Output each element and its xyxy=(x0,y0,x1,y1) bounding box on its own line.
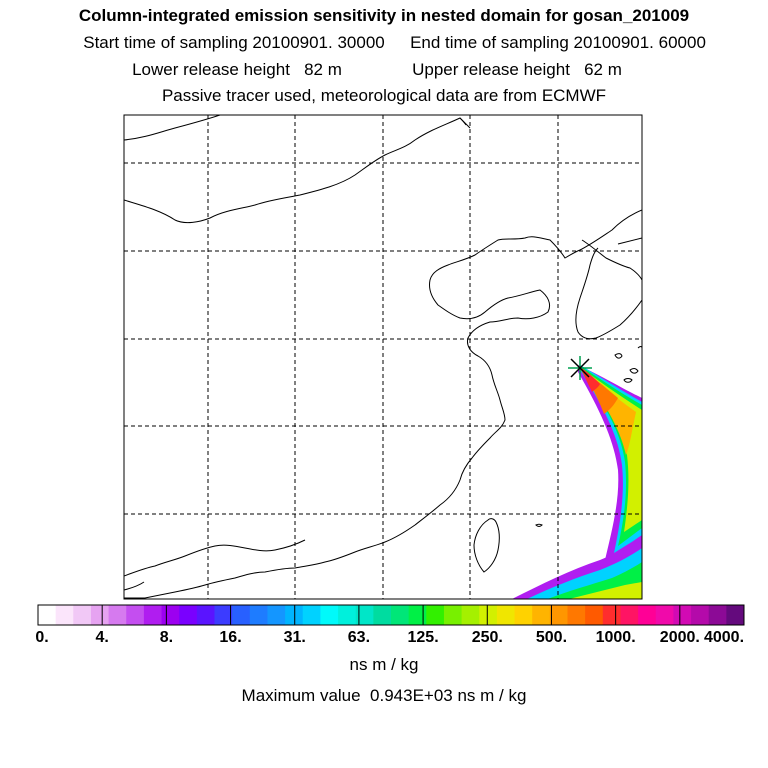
colorbar-swatch xyxy=(320,605,339,625)
colorbar-swatch xyxy=(90,605,110,625)
colorbar-swatch xyxy=(55,605,74,625)
colorbar-swatch xyxy=(126,605,145,625)
colorbar-swatch xyxy=(708,605,727,625)
lower-release-label: Lower release height 82 m xyxy=(132,60,342,79)
colorbar-swatch xyxy=(143,605,163,625)
colorbar-swatch xyxy=(338,605,357,625)
colorbar-tick-label: 1000. xyxy=(595,629,636,646)
colorbar-swatch xyxy=(38,605,57,625)
colorbar-swatch xyxy=(108,605,127,625)
colorbar-tick-label: 16. xyxy=(219,629,242,646)
colorbar-swatch xyxy=(214,605,233,625)
colorbar-swatch xyxy=(567,605,586,625)
colorbar-swatch xyxy=(461,605,480,625)
colorbar-swatch xyxy=(267,605,286,625)
colorbar-swatch xyxy=(532,605,551,625)
plot-title: Column-integrated emission sensitivity i… xyxy=(78,6,690,25)
colorbar-swatch xyxy=(514,605,533,625)
colorbar-tick-label: 4. xyxy=(95,629,109,646)
colorbar-tick-label: 500. xyxy=(535,629,568,646)
colorbar-swatch xyxy=(249,605,268,625)
colorbar-swatch xyxy=(602,605,621,625)
colorbar-tick-label: 4000. xyxy=(703,629,745,646)
end-time-label: End time of sampling 20100901. 60000 xyxy=(410,33,706,52)
colorbar-tick-label: 8. xyxy=(159,629,174,646)
colorbar-swatch xyxy=(549,605,568,625)
colorbar-tick-label: 2000. xyxy=(659,629,700,646)
colorbar-swatch xyxy=(196,605,215,625)
colorbar-swatch xyxy=(691,605,710,625)
upper-release-label: Upper release height 62 m xyxy=(412,60,622,79)
colorbar-tick-label: 250. xyxy=(471,629,503,646)
colorbar-swatch xyxy=(302,605,321,625)
colorbar-swatch xyxy=(373,605,392,625)
colorbar-tick-label: 125. xyxy=(407,629,439,646)
colorbar-tick-label: 0. xyxy=(35,629,49,646)
colorbar-swatch xyxy=(620,605,639,625)
colorbar-unit: ns m / kg xyxy=(349,655,419,674)
start-time-label: Start time of sampling 20100901. 30000 xyxy=(83,33,385,52)
colorbar-swatch xyxy=(585,605,604,625)
colorbar-swatch xyxy=(496,605,516,625)
colorbar-swatch xyxy=(232,605,251,625)
colorbar-swatch xyxy=(161,605,180,625)
colorbar-swatch xyxy=(443,605,463,625)
colorbar-swatch xyxy=(179,605,198,625)
colorbar-swatch xyxy=(426,605,445,625)
colorbar-swatch xyxy=(73,605,92,625)
star-cross-icon xyxy=(568,356,592,380)
colorbar-frame xyxy=(37,604,745,626)
colorbar-tick-label: 63. xyxy=(347,629,371,646)
colorbar-tick-label: 31. xyxy=(283,629,306,646)
colorbar-swatch xyxy=(673,605,692,625)
sensitivity-plume xyxy=(512,365,642,599)
map-frame xyxy=(123,114,643,600)
colorbar-swatch xyxy=(408,605,427,625)
colorbar-swatch xyxy=(638,605,657,625)
lat-lon-grid xyxy=(124,115,642,599)
colorbar-swatch xyxy=(479,605,498,625)
coastlines xyxy=(124,115,642,599)
colorbar-swatch xyxy=(355,605,374,625)
colorbar xyxy=(37,604,745,626)
maximum-value-label: Maximum value 0.943E+03 ns m / kg xyxy=(241,686,527,705)
colorbar-swatch xyxy=(655,605,674,625)
tracer-info-label: Passive tracer used, meteorological data… xyxy=(161,86,607,105)
colorbar-swatch xyxy=(391,605,410,625)
colorbar-swatch xyxy=(285,605,304,625)
colorbar-swatch xyxy=(726,605,745,625)
